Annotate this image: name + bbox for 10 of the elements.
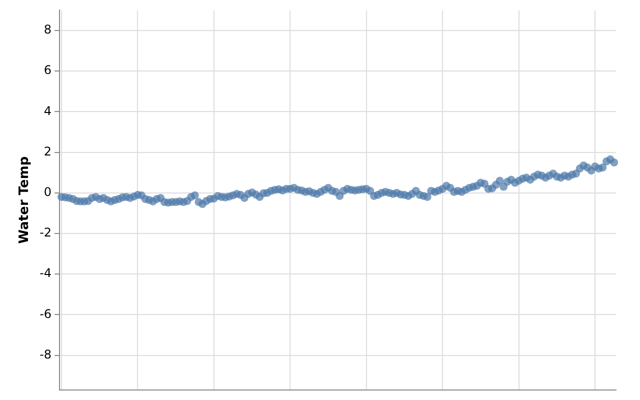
y-axis-title: Water Temp [17,156,32,244]
y-tick-label: 2 [44,144,52,158]
y-tick-label: -6 [40,306,52,321]
y-tick-label: 8 [44,22,52,37]
y-tick-label: 0 [44,185,52,200]
y-tick-label: -4 [40,266,52,280]
y-tick-label: 6 [44,63,52,78]
y-tick-label: -2 [40,226,52,240]
y-tick-label: 4 [44,104,52,118]
y-tick-label: -8 [40,347,52,362]
